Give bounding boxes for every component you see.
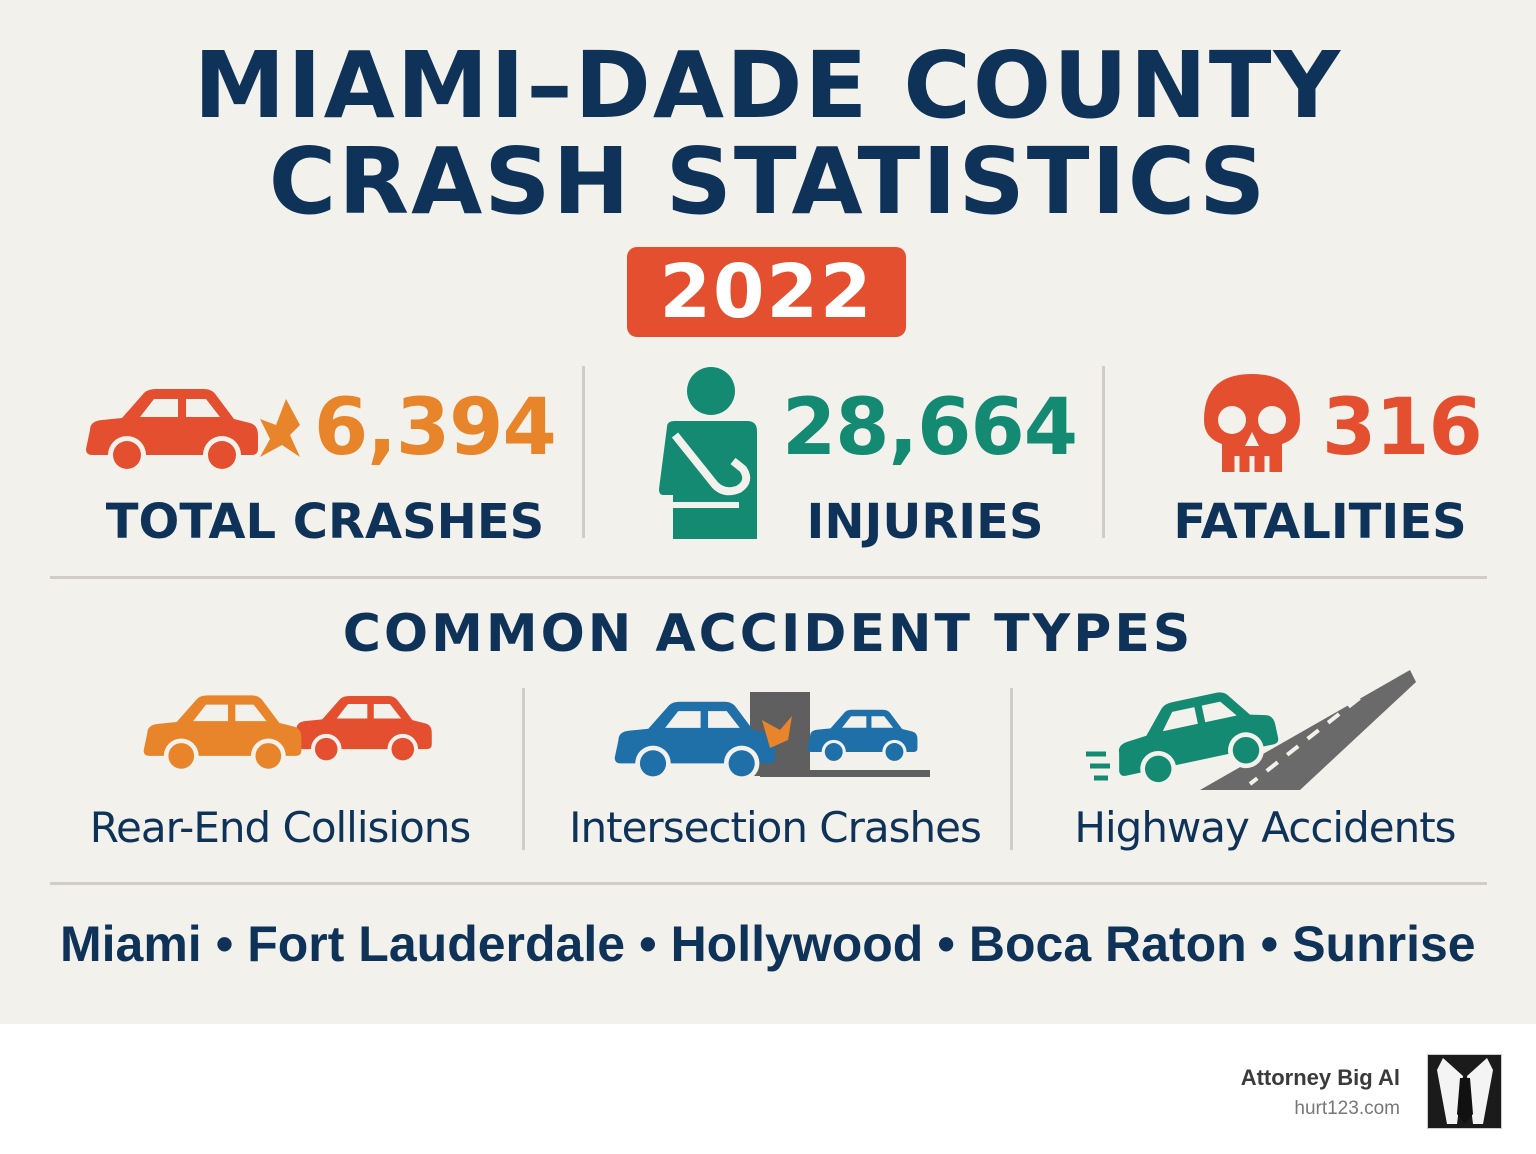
rear-end-label: Rear-End Collisions xyxy=(89,803,472,852)
intersection-crash-icon xyxy=(614,692,930,782)
section-title: COMMON ACCIDENT TYPES xyxy=(342,604,1194,664)
city: Sunrise xyxy=(1292,916,1476,972)
footer-brand: Attorney Big Al hurt123.com xyxy=(1241,1064,1400,1126)
brand-name: Attorney Big Al xyxy=(1240,1065,1400,1090)
fatalities-value: 316 xyxy=(1322,383,1483,473)
car-crash-icon xyxy=(82,385,262,475)
total-crashes-label: TOTAL CRASHES xyxy=(105,494,545,550)
divider xyxy=(582,366,585,538)
year-badge: 2022 xyxy=(627,247,906,337)
city: Boca Raton xyxy=(968,916,1247,972)
rear-end-cars-icon xyxy=(143,695,432,774)
title-line-1: MIAMI–DADE COUNTY xyxy=(193,32,1343,139)
city-list: Miami • Fort Lauderdale • Hollywood • Boca Rat… xyxy=(60,914,1476,974)
intersection-label: Intersection Crashes xyxy=(569,803,982,852)
total-crashes-value: 6,394 xyxy=(314,383,557,473)
separator: • xyxy=(639,916,657,972)
fatalities-label: FATALITIES xyxy=(1173,494,1467,550)
injuries-label: INJURIES xyxy=(806,494,1044,550)
suit-tie-logo xyxy=(1427,1054,1502,1129)
city: Hollywood xyxy=(670,916,924,972)
injured-person-icon xyxy=(659,367,757,539)
city: Fort Lauderdale xyxy=(247,916,626,972)
divider xyxy=(522,688,525,850)
highway-car-icon xyxy=(1086,670,1416,795)
divider xyxy=(50,576,1487,579)
impact-burst-icon xyxy=(260,399,300,457)
separator: • xyxy=(1260,916,1279,972)
skull-icon xyxy=(1204,374,1300,472)
divider xyxy=(1010,688,1013,850)
divider xyxy=(1102,366,1105,538)
infographic: MIAMI–DADE COUNTY CRASH STATISTICS 2022 … xyxy=(0,0,1536,1024)
divider xyxy=(50,882,1487,885)
injuries-value: 28,664 xyxy=(782,383,1078,473)
separator: • xyxy=(215,916,234,972)
title-line-2: CRASH STATISTICS xyxy=(268,128,1268,235)
city: Miami xyxy=(60,916,202,972)
separator: • xyxy=(937,916,955,972)
brand-url[interactable]: hurt123.com xyxy=(1294,1098,1400,1119)
highway-label: Highway Accidents xyxy=(1074,803,1456,852)
